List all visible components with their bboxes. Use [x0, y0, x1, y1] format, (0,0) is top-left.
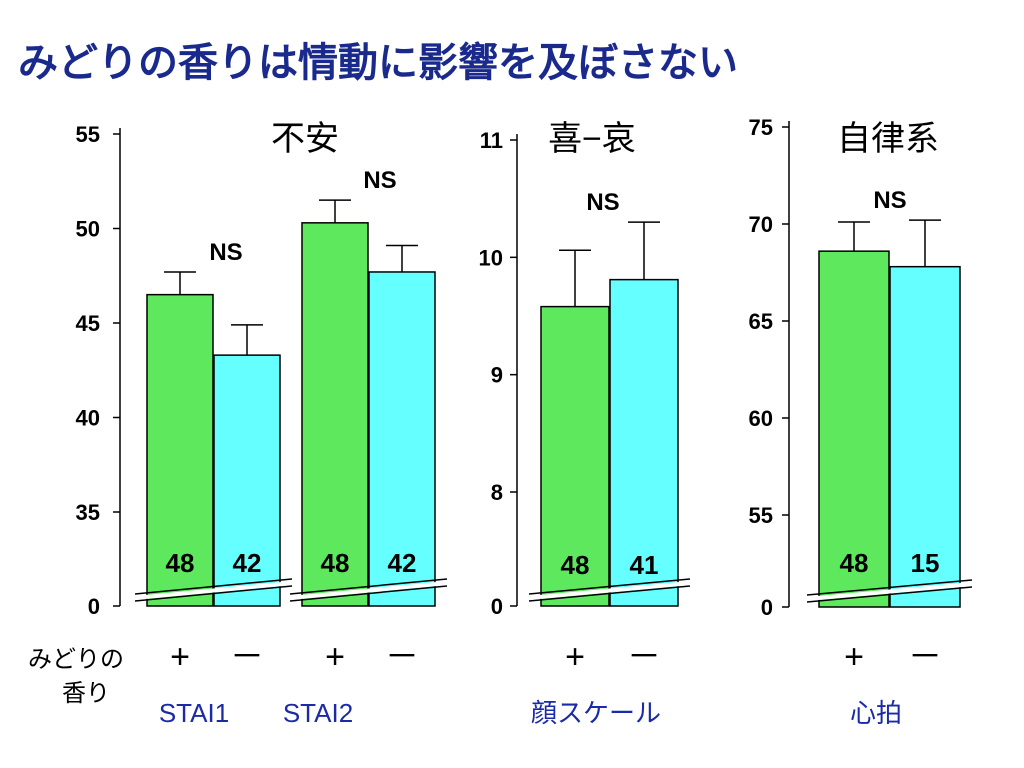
bar-1-0-1 [609, 278, 679, 607]
slide-title: みどりの香りは情動に影響を及ぼさない [18, 40, 738, 86]
axis-break-line-0-1-0 [289, 578, 448, 595]
bar-0-1-0 [301, 222, 369, 607]
y-tick-label-1-4: 11 [480, 128, 503, 153]
y-tick-label-1-0: 0 [491, 594, 503, 619]
condition-sign-2-0-1: － [908, 638, 942, 676]
axis-break-line-1-0-1 [528, 585, 691, 602]
bar-0-0-1 [213, 354, 281, 607]
condition-sign-1-0-1: － [627, 638, 661, 676]
row-label-line1: みどりの [28, 646, 124, 673]
axis-break-line-0-0-1 [134, 585, 293, 602]
bar-1-0-0 [540, 305, 610, 607]
y-tick-label-1-2: 9 [491, 363, 503, 388]
condition-sign-1-0-0: + [565, 638, 585, 676]
y-tick-label-0-4: 50 [76, 217, 100, 242]
group-label-2-0: 心拍 [850, 698, 902, 728]
bar-2-0-0 [818, 250, 890, 608]
group-label-1-0: 顔スケール [531, 698, 661, 728]
condition-sign-2-0-0: + [844, 638, 864, 676]
axis-break-gap-0-1 [290, 581, 447, 600]
y-tick-label-0-3: 45 [76, 311, 100, 336]
panel-title-1: 喜−哀 [548, 120, 636, 158]
y-tick-label-2-1: 55 [749, 503, 773, 528]
condition-sign-0-1-1: － [385, 638, 419, 676]
axis-break-line-2-0-0 [806, 579, 973, 596]
axis-break-line-2-0-1 [806, 586, 973, 603]
n-label-1-0-0: 48 [561, 550, 590, 580]
bar-0-0-0 [146, 293, 214, 607]
significance-label-2-0: NS [873, 187, 906, 214]
n-label-2-0-0: 48 [840, 548, 869, 578]
y-tick-label-1-3: 10 [479, 245, 503, 270]
y-tick-label-2-2: 60 [749, 406, 773, 431]
row-label-line2: 香り [62, 680, 110, 707]
axis-break-line-0-1-1 [289, 585, 448, 602]
significance-label-0-0: NS [209, 239, 242, 266]
n-label-0-1-1: 42 [388, 548, 417, 578]
significance-label-1-0: NS [586, 189, 619, 216]
group-label-0-0: STAI1 [159, 698, 229, 728]
axis-break-line-0-0-0 [134, 578, 293, 595]
y-tick-label-0-0: 0 [88, 594, 100, 619]
n-label-1-0-1: 41 [630, 550, 659, 580]
panel-title-0: 不安 [271, 120, 339, 158]
condition-sign-0-0-1: － [230, 638, 264, 676]
axis-break-gap-0-0 [135, 581, 292, 600]
bar-0-1-1 [368, 271, 436, 607]
y-tick-label-2-3: 65 [749, 309, 773, 334]
n-label-0-0-1: 42 [233, 548, 262, 578]
n-label-0-0-0: 48 [166, 548, 195, 578]
condition-sign-0-0-0: + [170, 638, 190, 676]
y-tick-label-0-5: 55 [76, 122, 100, 147]
bar-2-0-1 [889, 265, 961, 608]
y-tick-label-2-4: 70 [749, 212, 773, 237]
y-tick-label-1-1: 8 [491, 480, 503, 505]
axis-break-line-1-0-0 [528, 578, 691, 595]
group-label-0-1: STAI2 [283, 698, 353, 728]
axis-break-gap-1-0 [529, 581, 690, 600]
significance-label-0-1: NS [363, 167, 396, 194]
y-tick-label-2-0: 0 [761, 595, 773, 620]
y-tick-label-0-2: 40 [76, 406, 100, 431]
panel-title-2: 自律系 [837, 120, 939, 158]
condition-sign-0-1-0: + [325, 638, 345, 676]
y-tick-label-2-5: 75 [749, 115, 773, 140]
n-label-2-0-1: 15 [911, 548, 940, 578]
n-label-0-1-0: 48 [321, 548, 350, 578]
axis-break-gap-2-0 [807, 582, 972, 601]
y-tick-label-0-1: 35 [76, 500, 100, 525]
